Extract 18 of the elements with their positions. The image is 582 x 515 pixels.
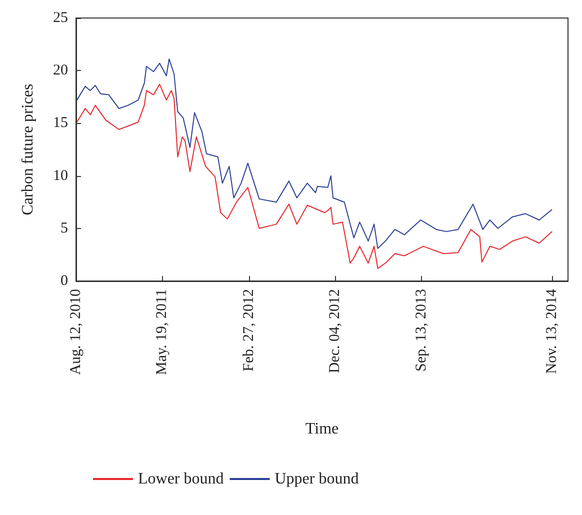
x-tick-label: Dec. 04, 2012 — [326, 289, 343, 374]
y-tick-label: 15 — [53, 115, 68, 132]
legend-label: Upper bound — [274, 470, 359, 488]
line-series — [76, 84, 553, 269]
x-tick-label: Feb. 27, 2012 — [240, 289, 257, 372]
x-tick-label: Nov. 13, 2014 — [544, 288, 560, 374]
y-tick-label: 0 — [60, 273, 68, 289]
y-tick-label: 10 — [53, 168, 68, 184]
x-tick-label: May. 19, 2011 — [154, 289, 170, 375]
x-tick-label: Aug. 12, 2010 — [68, 289, 84, 375]
line-series — [76, 58, 553, 249]
y-tick-label: 5 — [60, 220, 68, 236]
y-tick-label: 20 — [53, 62, 68, 79]
x-axis-title: Time — [305, 420, 339, 438]
legend-label: Lower bound — [138, 470, 224, 488]
y-tick-label: 25 — [53, 10, 68, 26]
y-axis-title: Carbon future prices — [20, 84, 36, 216]
x-tick-label: Sep. 13, 2013 — [414, 289, 430, 372]
